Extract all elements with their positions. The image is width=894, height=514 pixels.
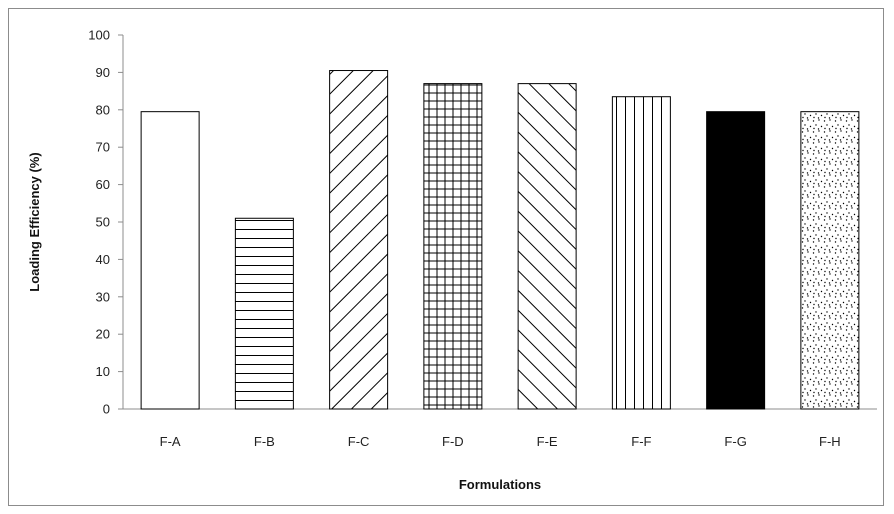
y-axis-ticks: 0 10 20 30 40 50 60 70 80 90 100 [88, 28, 123, 417]
chart-frame: 0 10 20 30 40 50 60 70 80 90 100 F-A F-B F-C F-D F-E F-… [8, 8, 884, 506]
y-tick-label: 100 [88, 28, 110, 43]
bar-f-d [423, 83, 483, 410]
bar-f-e [517, 83, 577, 410]
y-tick-label: 20 [96, 327, 110, 342]
bar-f-b [234, 217, 294, 410]
y-tick-label: 40 [96, 252, 110, 267]
y-axis-title: Loading Efficiency (%) [27, 152, 42, 291]
x-tick-label: F-E [537, 434, 558, 449]
y-tick-label: 30 [96, 289, 110, 304]
y-tick-label: 60 [96, 177, 110, 192]
y-tick-label: 0 [103, 402, 110, 417]
bar-series [140, 70, 860, 410]
bar-f-h [800, 111, 860, 410]
x-tick-label: F-D [442, 434, 464, 449]
x-tick-label: F-G [724, 434, 746, 449]
x-tick-label: F-F [631, 434, 651, 449]
x-tick-label: F-A [160, 434, 181, 449]
bar-f-g [706, 111, 766, 410]
bar-f-a [140, 111, 200, 410]
y-tick-label: 50 [96, 215, 110, 230]
x-axis-title: Formulations [459, 477, 541, 492]
x-tick-label: F-H [819, 434, 841, 449]
x-tick-label: F-C [348, 434, 370, 449]
x-axis-tick-labels: F-A F-B F-C F-D F-E F-F F-G F-H [160, 434, 841, 449]
y-tick-label: 90 [96, 65, 110, 80]
bar-f-f [611, 96, 671, 410]
y-tick-label: 70 [96, 140, 110, 155]
y-tick-label: 10 [96, 364, 110, 379]
bar-f-c [329, 70, 389, 410]
y-tick-label: 80 [96, 102, 110, 117]
x-tick-label: F-B [254, 434, 275, 449]
